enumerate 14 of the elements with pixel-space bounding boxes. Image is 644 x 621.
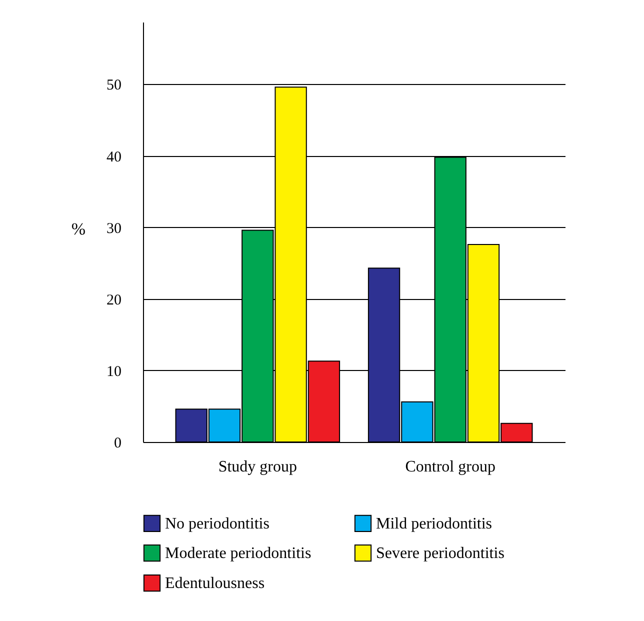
- x-tick-label: Control group: [405, 458, 496, 476]
- x-tick-label: Study group: [218, 458, 297, 476]
- legend-label: Edentulousness: [165, 575, 265, 592]
- y-tick-label: 50: [106, 78, 122, 94]
- legend-label: Mild periodontitis: [376, 515, 492, 532]
- y-tick-label: 20: [106, 292, 122, 308]
- y-tick-label: 10: [106, 364, 122, 380]
- legend-label: No periodontitis: [165, 515, 270, 532]
- y-axis-title: %: [71, 220, 86, 238]
- y-tick-label: 0: [114, 436, 122, 452]
- legend-label: Severe periodontitis: [376, 545, 504, 562]
- legend-label: Moderate periodontitis: [165, 545, 312, 562]
- y-tick-label: 30: [106, 220, 122, 237]
- y-tick-label: 40: [106, 149, 122, 166]
